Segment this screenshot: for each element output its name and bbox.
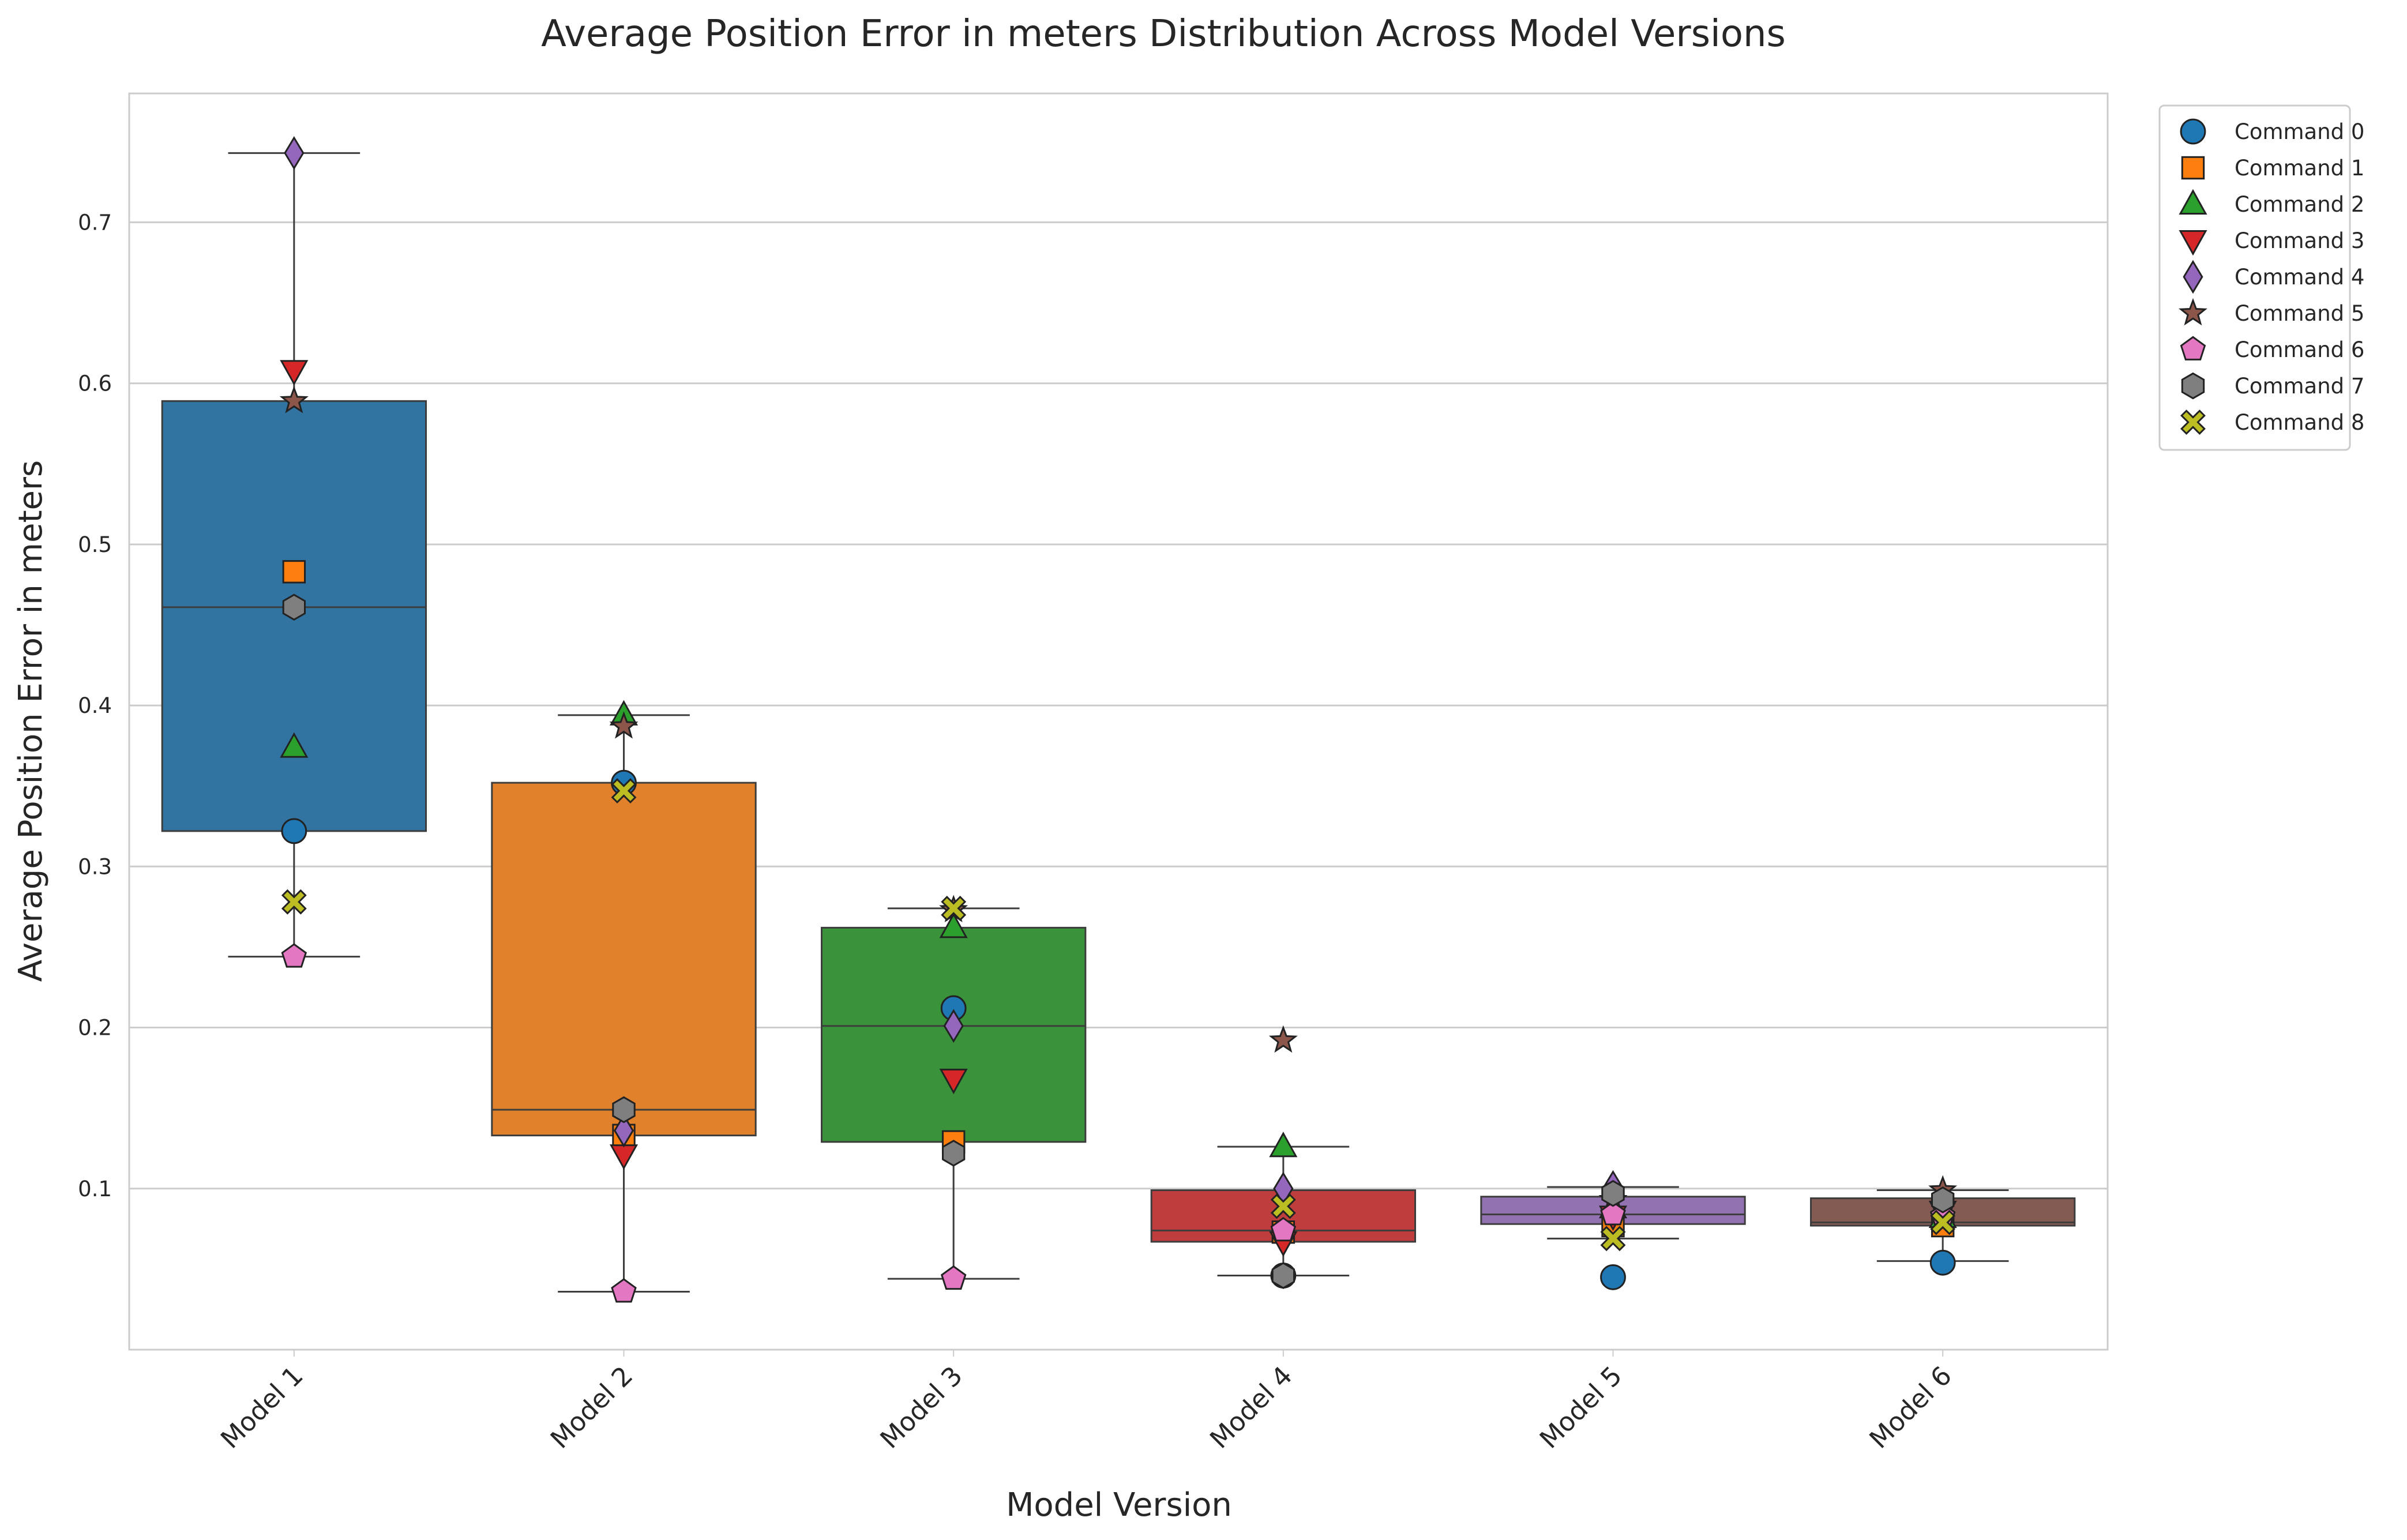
legend-box (2158, 104, 2351, 451)
data-point-command-6-model-3 (940, 1265, 967, 1290)
legend-entry: Command 2 (2179, 189, 2364, 217)
legend-label: Command 8 (2235, 410, 2364, 435)
data-point-command-8-model-3 (941, 895, 967, 921)
y-axis-ticks: 0.1 0.2 0.3 0.4 0.5 0.6 0.7 (78, 210, 112, 1201)
legend-label: Command 0 (2235, 119, 2364, 144)
legend-entry: Command 8 (2180, 410, 2364, 435)
y-tick-label: 0.1 (78, 1177, 112, 1201)
chart-title: Average Position Error in meters Distrib… (541, 13, 1786, 55)
legend-marker-circle (2180, 118, 2206, 145)
data-point-command-2-model-3 (939, 912, 968, 938)
box-iqr (491, 782, 757, 1137)
data-point-command-7-model-4 (1271, 1262, 1295, 1289)
legend-label: Command 6 (2235, 337, 2364, 362)
data-point-command-7-model-2 (612, 1096, 636, 1124)
y-tick-label: 0.6 (78, 371, 112, 396)
data-point-command-8-model-2 (611, 778, 637, 804)
legend-marker-triangle-down (2179, 230, 2207, 256)
legend-entry: Command 5 (2179, 298, 2364, 326)
data-point-command-0-model-1 (281, 818, 307, 844)
series-command-7 (282, 594, 1955, 1289)
x-axis-label: Model Version (1006, 1486, 1232, 1524)
series-command-6 (281, 943, 1956, 1303)
legend-label: Command 7 (2235, 374, 2364, 399)
data-point-command-3-model-3 (939, 1068, 968, 1095)
legend-label: Command 3 (2235, 228, 2364, 253)
legend: Command 0 Command 1 Command 2 Command 3 Comm… (2158, 104, 2364, 451)
y-tick-label: 0.5 (78, 532, 112, 557)
data-point-command-6-model-1 (281, 943, 307, 968)
data-point-command-2-model-4 (1269, 1132, 1298, 1158)
data-point-command-0-model-5 (1600, 1264, 1626, 1290)
legend-marker-hexagon (2181, 372, 2205, 400)
data-point-command-3-model-1 (280, 360, 309, 386)
plot-area (128, 92, 2109, 1351)
legend-marker-square (2181, 156, 2205, 180)
legend-label: Command 5 (2235, 301, 2364, 326)
legend-label: Command 1 (2235, 156, 2364, 181)
data-point-command-5-model-2 (609, 711, 639, 739)
data-point-command-4-model-2 (613, 1113, 634, 1148)
data-point-command-0-model-6 (1929, 1249, 1956, 1276)
data-points (279, 136, 1958, 1303)
legend-marker-pentagon (2180, 336, 2206, 360)
legend-entry: Command 0 (2180, 118, 2364, 145)
data-point-command-6-model-2 (611, 1278, 637, 1303)
y-tick-label: 0.4 (78, 693, 112, 718)
legend-entry: Command 7 (2181, 372, 2364, 400)
data-point-command-8-model-1 (281, 889, 307, 915)
legend-label: Command 2 (2235, 192, 2364, 217)
legend-marker-triangle-up (2179, 189, 2207, 215)
data-point-command-7-model-3 (942, 1140, 966, 1167)
y-tick-label: 0.3 (78, 854, 112, 879)
legend-entry: Command 6 (2180, 336, 2364, 362)
data-point-command-2-model-1 (280, 732, 309, 758)
legend-marker-star (2179, 298, 2207, 326)
data-point-command-6-model-5 (1600, 1201, 1626, 1226)
box-2 (491, 714, 757, 1293)
data-point-command-8-model-4 (1270, 1193, 1296, 1219)
legend-entry: Command 3 (2179, 228, 2364, 256)
legend-marker-diamond (2183, 260, 2203, 294)
data-point-command-5-model-1 (279, 386, 309, 414)
data-point-command-1-model-1 (282, 560, 306, 584)
y-axis-label: Average Position Error in meters (12, 460, 50, 982)
data-point-command-4-model-3 (943, 1009, 964, 1043)
legend-marker-x (2180, 410, 2206, 435)
data-point-command-6-model-4 (1270, 1216, 1297, 1242)
data-point-command-5-model-4 (1268, 1025, 1298, 1053)
legend-entry: Command 1 (2181, 156, 2364, 181)
y-tick-label: 0.2 (78, 1016, 112, 1041)
data-point-command-7-model-5 (1601, 1180, 1625, 1207)
gridlines (129, 221, 2108, 1190)
data-point-command-8-model-5 (1600, 1226, 1626, 1252)
series-command-8 (281, 778, 1956, 1252)
legend-entry: Command 4 (2183, 260, 2364, 294)
legend-label: Command 4 (2235, 265, 2364, 290)
y-tick-label: 0.7 (78, 210, 112, 235)
data-point-command-4-model-1 (284, 136, 305, 170)
data-point-command-7-model-6 (1931, 1186, 1955, 1214)
data-point-command-8-model-6 (1930, 1210, 1956, 1235)
data-point-command-7-model-1 (282, 594, 306, 621)
